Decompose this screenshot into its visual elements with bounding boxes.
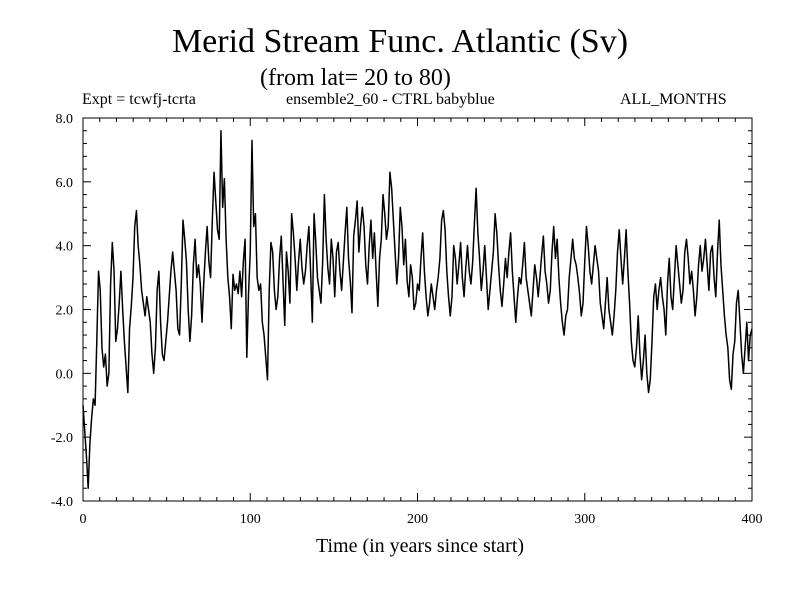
x-tick-label: 200 — [407, 512, 428, 527]
y-tick-label: 0.0 — [56, 367, 74, 382]
experiment-label: Expt = tcwfj-tcrta — [82, 91, 196, 108]
axis-tick-labels: 0 100 200 300 400 -4.0 -2.0 0.0 2.0 4.0 6.0 8.0 — [51, 112, 763, 527]
x-axis-label: Time (in years since start) — [315, 535, 525, 557]
y-tick-label: 6.0 — [56, 176, 74, 191]
chart-title: Merid Stream Func. Atlantic (Sv) — [171, 23, 629, 60]
axis-ticks — [82, 117, 753, 502]
x-tick-label: 100 — [240, 512, 261, 527]
x-tick-label: 0 — [80, 512, 87, 527]
y-tick-label: -4.0 — [51, 495, 73, 510]
y-tick-label: 8.0 — [56, 112, 74, 127]
series-line — [82, 130, 753, 489]
plot-frame — [82, 117, 753, 502]
y-tick-label: -2.0 — [51, 431, 73, 446]
y-tick-label: 4.0 — [56, 240, 74, 255]
x-tick-label: 400 — [742, 512, 763, 527]
x-tick-label: 300 — [574, 512, 595, 527]
ensemble-label: ensemble2_60 - CTRL babyblue — [286, 91, 495, 108]
chart-subtitle: (from lat= 20 to 80) — [260, 65, 451, 91]
months-label: ALL_MONTHS — [620, 91, 727, 108]
y-tick-label: 2.0 — [56, 304, 74, 319]
